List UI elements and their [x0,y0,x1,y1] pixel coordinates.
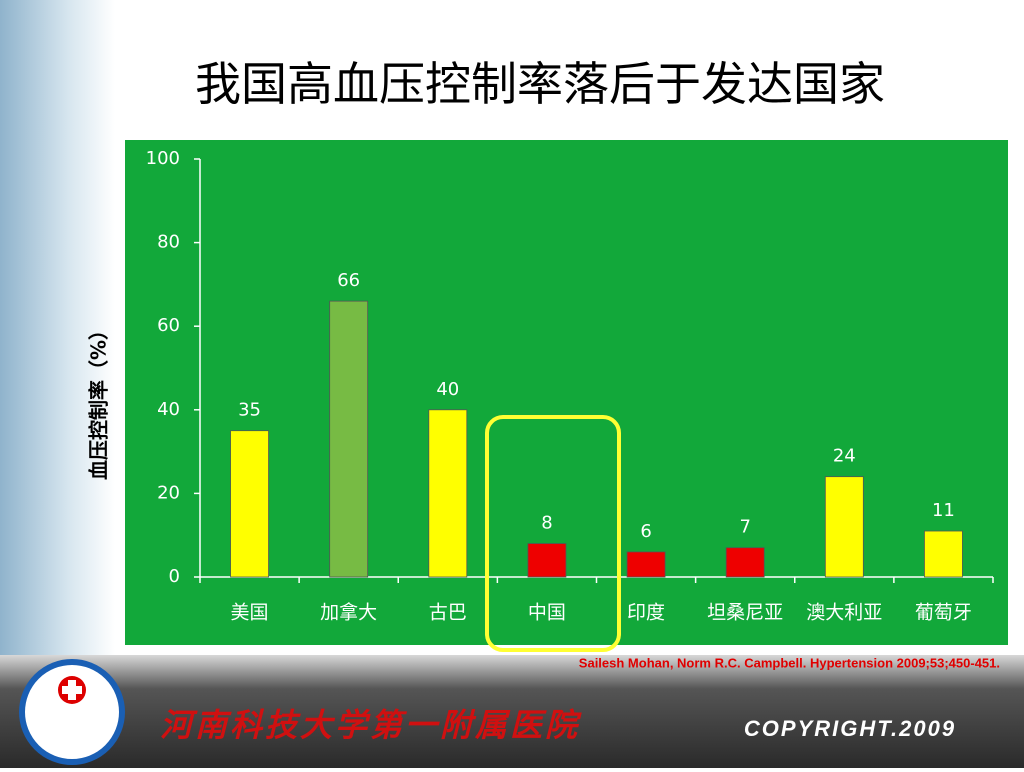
x-tick-label: 印度 [627,602,665,624]
y-tick-label: 40 [157,399,180,420]
source: Sailesh Mohan, Norm R.C. Campbell. Hyper… [579,655,1000,670]
value-label: 7 [739,517,750,538]
side-decoration [0,0,115,660]
y-tick-label: 60 [157,315,180,336]
value-label: 8 [541,513,552,534]
x-tick-label: 坦桑尼亚 [707,602,783,624]
bar [329,300,369,578]
bar [924,530,963,578]
x-tick-label: 加拿大 [320,601,377,624]
bar [527,543,567,578]
logo [19,659,125,765]
footer-band [0,655,1024,768]
value-label: 6 [640,521,651,542]
logo-cross [62,686,82,694]
y-tick-label: 0 [169,566,180,587]
value-label: 11 [932,500,955,521]
value-label: 66 [337,270,360,291]
highlight-box [485,415,621,652]
copyright: COPYRIGHT.2009 [744,716,956,741]
bar [428,409,468,578]
y-tick-label: 80 [157,232,180,253]
x-tick-label: 中国 [528,602,566,624]
bar [824,476,864,578]
bar [725,547,765,578]
y-tick-label: 20 [157,482,180,503]
institution: 河南科技大学第一附属医院 [160,706,582,744]
x-tick-label: 澳大利亚 [806,602,882,624]
bar [626,551,666,578]
x-tick-label: 美国 [231,602,269,624]
bar [230,430,269,578]
value-label: 40 [436,379,459,400]
y-axis-label: 血压控制率（%） [87,320,111,480]
value-label: 35 [238,400,261,421]
x-tick-label: 葡萄牙 [915,602,972,624]
x-tick-label: 古巴 [429,602,467,624]
slide-title: 我国高血压控制率落后于发达国家 [195,57,885,111]
y-tick-label: 100 [146,148,180,169]
value-label: 24 [833,446,856,467]
